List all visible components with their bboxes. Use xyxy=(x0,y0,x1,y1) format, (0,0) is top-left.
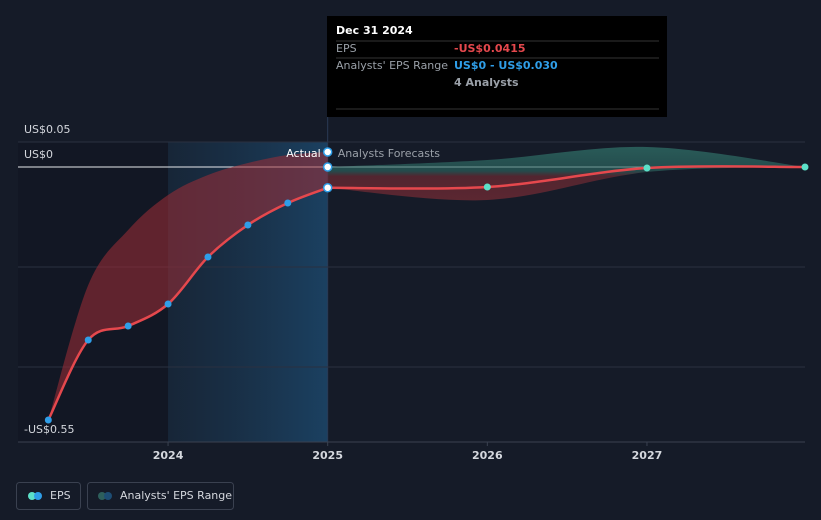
legend-swatch xyxy=(98,492,106,500)
tooltip-range-label: Analysts' EPS Range xyxy=(336,59,448,72)
tooltip-eps-label: EPS xyxy=(336,42,357,55)
range-point xyxy=(322,147,333,157)
tooltip: Dec 31 2024 EPS -US$0.0415 Analysts' EPS… xyxy=(327,16,667,117)
eps-point xyxy=(124,322,132,330)
y-tick-label: US$0.05 xyxy=(24,123,71,136)
tooltip-date: Dec 31 2024 xyxy=(336,24,413,37)
x-tick-label: 2024 xyxy=(153,449,184,462)
x-tick-label: 2027 xyxy=(632,449,663,462)
eps-point xyxy=(643,164,651,172)
eps-point xyxy=(322,183,333,193)
eps-point xyxy=(483,183,491,191)
eps-point xyxy=(801,163,809,171)
tooltip-range-value: US$0 - US$0.030 xyxy=(454,59,558,72)
tooltip-box xyxy=(327,16,667,117)
eps-point xyxy=(164,300,172,308)
eps-point xyxy=(244,221,252,229)
zero-point xyxy=(322,162,333,172)
legend-label: EPS xyxy=(50,489,71,502)
x-tick-label: 2025 xyxy=(312,449,343,462)
legend-swatch xyxy=(34,492,42,500)
y-tick-label: -US$0.55 xyxy=(24,423,75,436)
legend-item[interactable] xyxy=(16,482,81,510)
tooltip-eps-value: -US$0.0415 xyxy=(454,42,526,55)
eps-point xyxy=(284,199,292,207)
eps-point xyxy=(204,253,212,261)
legend-item[interactable] xyxy=(87,482,234,510)
range-band xyxy=(48,152,328,420)
eps-point xyxy=(44,416,52,424)
tooltip-analysts: 4 Analysts xyxy=(454,76,519,89)
forecast-label: Analysts Forecasts xyxy=(338,147,441,160)
eps-line xyxy=(327,165,806,190)
legend-swatch xyxy=(28,492,36,500)
actual-label: Actual xyxy=(286,147,320,160)
y-tick-label: US$0 xyxy=(24,148,53,161)
eps-point xyxy=(84,336,92,344)
legend: EPS Analysts' EPS Range xyxy=(16,482,234,510)
legend-swatch xyxy=(104,492,112,500)
legend-label: Analysts' EPS Range xyxy=(120,489,232,502)
range-band xyxy=(327,146,805,201)
x-tick-label: 2026 xyxy=(472,449,503,462)
